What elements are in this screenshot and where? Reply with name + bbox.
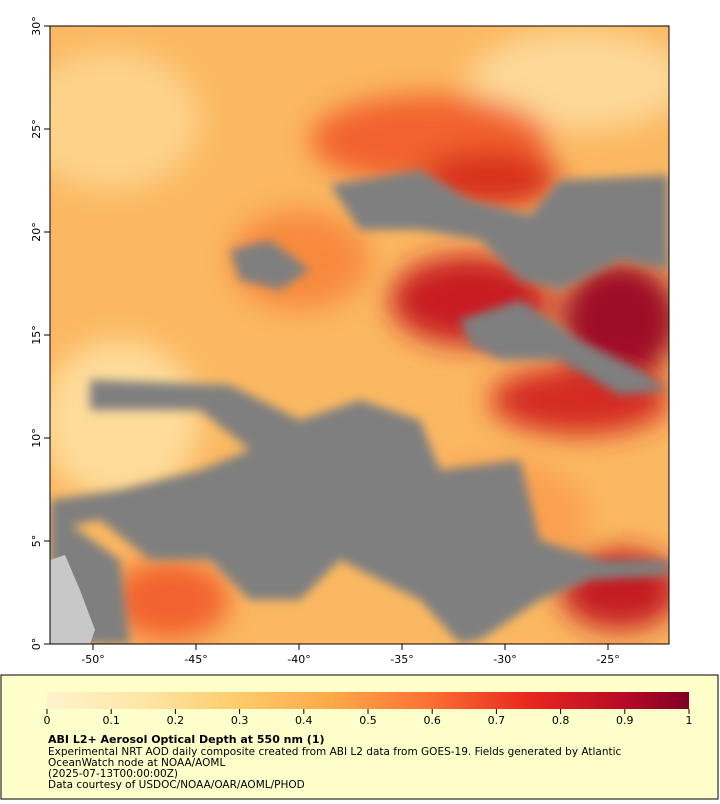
- lon-label: -35°: [390, 653, 413, 666]
- colorbar-label: 0: [44, 714, 51, 727]
- lat-label: 30°: [30, 16, 43, 36]
- caption-line: (2025-07-13T00:00:00Z): [48, 768, 178, 780]
- lon-axis: -50° -45° -40° -35° -30° -25°: [81, 644, 620, 666]
- lat-label: 20°: [30, 222, 43, 242]
- caption-line: Data courtesy of USDOC/NOAA/OAR/AOML/PHO…: [48, 779, 305, 791]
- colorbar-label: 0.5: [359, 714, 377, 727]
- lat-label: 5°: [30, 535, 43, 548]
- colorbar-label: 0.2: [167, 714, 185, 727]
- colorbar-label: 0.6: [423, 714, 441, 727]
- colorbar-label: 0.3: [231, 714, 249, 727]
- caption-line: OceanWatch node at NOAA/AOML: [48, 757, 225, 769]
- lat-label: 25°: [30, 119, 43, 139]
- colorbar-label: 0.7: [488, 714, 506, 727]
- colorbar: [47, 692, 689, 709]
- colorbar-label: 0.9: [616, 714, 634, 727]
- lon-label: -40°: [287, 653, 310, 666]
- colorbar-ticks: 0 0.1 0.2 0.3 0.4 0.5 0.6 0.7 0.8 0.9 1: [44, 709, 693, 727]
- lon-label: -30°: [493, 653, 516, 666]
- lat-axis: 30° 25° 20° 15° 10° 5° 0°: [30, 16, 50, 650]
- colorbar-label: 0.1: [102, 714, 120, 727]
- lon-label: -25°: [596, 653, 619, 666]
- colorbar-label: 0.8: [552, 714, 570, 727]
- lat-label: 0°: [30, 638, 43, 651]
- lat-label: 10°: [30, 428, 43, 448]
- colorbar-label: 0.4: [295, 714, 313, 727]
- lon-label: -50°: [81, 653, 104, 666]
- map-image: [50, 26, 669, 644]
- colorbar-label: 1: [686, 714, 693, 727]
- lat-label: 15°: [30, 325, 43, 345]
- caption-title: ABI L2+ Aerosol Optical Depth at 550 nm …: [48, 733, 325, 746]
- caption-line: Experimental NRT AOD daily composite cre…: [48, 746, 622, 758]
- lon-label: -45°: [184, 653, 207, 666]
